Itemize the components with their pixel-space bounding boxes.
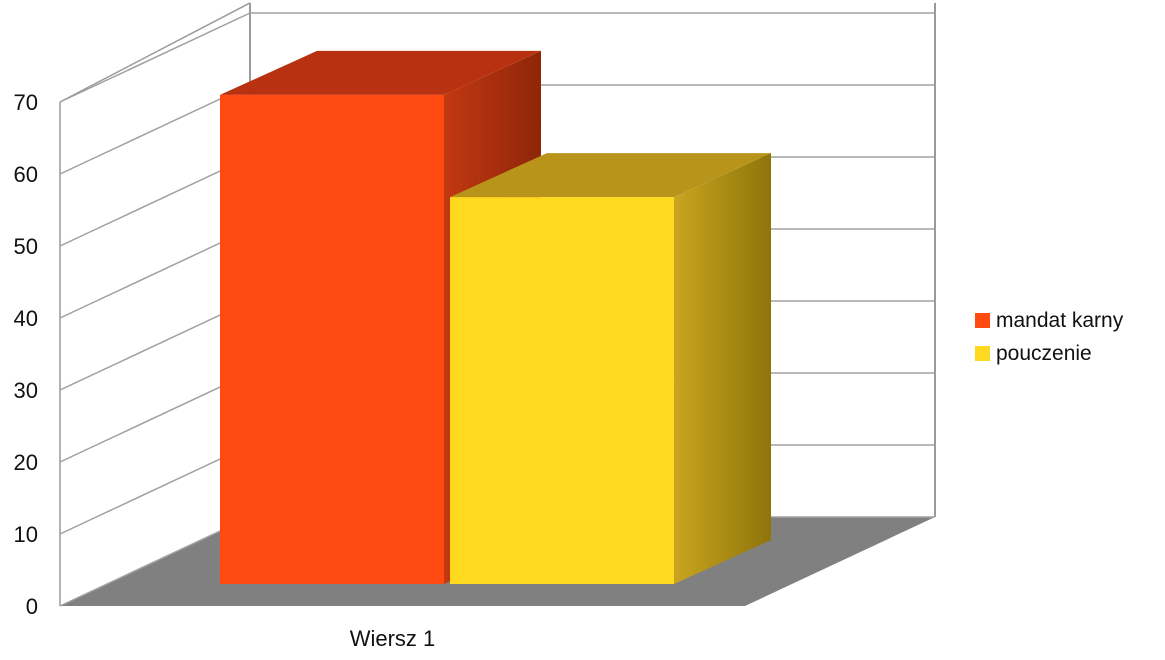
legend-item: mandat karny <box>975 304 1123 337</box>
y-tick-label: 10 <box>14 522 38 547</box>
y-tick-label: 50 <box>14 234 38 259</box>
legend: mandat karny pouczenie <box>975 304 1123 370</box>
y-tick-label: 60 <box>14 162 38 187</box>
gridline-side <box>59 84 251 175</box>
bar-pouczenie-front <box>450 197 674 584</box>
gridline-side <box>59 444 251 535</box>
x-category-label: Wiersz 1 <box>350 626 436 651</box>
legend-swatch-mandat-karny <box>975 313 990 328</box>
bar-pouczenie-side <box>674 153 771 584</box>
y-tick-label: 20 <box>14 450 38 475</box>
gridline-side <box>59 228 251 319</box>
legend-label: pouczenie <box>996 341 1092 365</box>
gridline-side <box>59 12 251 103</box>
gridline-side <box>59 300 251 391</box>
gridline-side <box>59 516 251 607</box>
gridline-side <box>59 156 251 247</box>
gridline-side <box>59 372 251 463</box>
side-wall-top-edge <box>59 2 251 103</box>
legend-label: mandat karny <box>996 308 1124 332</box>
y-tick-label: 30 <box>14 378 38 403</box>
legend-item: pouczenie <box>975 337 1123 370</box>
bar-pouczenie-top <box>450 153 771 198</box>
legend-swatch-pouczenie <box>975 346 990 361</box>
y-tick-label: 0 <box>26 594 38 619</box>
bar-mandat-karny-front <box>220 94 444 585</box>
y-tick-label: 70 <box>14 90 38 115</box>
bar-mandat-karny-top <box>220 50 541 95</box>
y-tick-label: 40 <box>14 306 38 331</box>
